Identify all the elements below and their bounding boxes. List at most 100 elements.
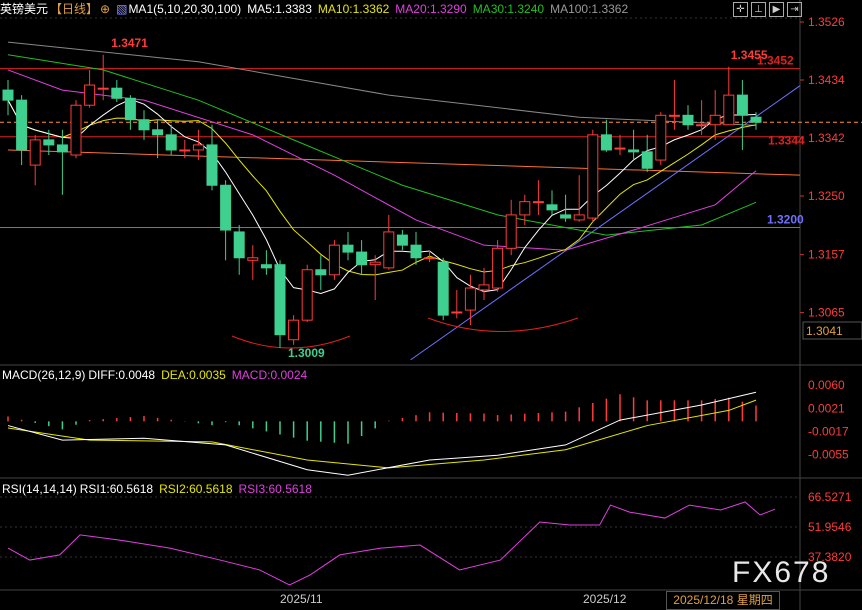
price-tick-label: 1.3250 [808,189,845,203]
candle [546,190,558,215]
candle-body [124,97,136,121]
candle-body [288,319,300,341]
candle [383,214,395,270]
toolbar: ✛ ⊥ ▶ ⇥ [733,2,802,17]
macd-dea: DEA:0.0035 [161,368,226,382]
candle [696,100,708,135]
candle-body [641,151,653,169]
rsi-tick-label: 66.5271 [808,490,852,504]
candle [437,257,449,321]
candle [573,175,585,222]
candle [124,95,136,130]
price-annotation: 1.3455 [731,48,768,62]
candle [668,79,680,130]
chart-header: 英镑美元 【日线】 ⊕ ▧MA1(5,10,20,30,100) MA5:1.3383 M… [0,0,634,18]
candle [709,90,721,140]
price-tick-label: 1.3434 [808,73,845,87]
candle-body [192,144,204,151]
candle-body [668,114,680,117]
sloped-line [7,149,801,176]
candle-body [220,184,232,231]
macd-diff: DIFF:0.0048 [88,368,156,382]
candle [750,112,762,130]
price-tick-label: 1.3065 [808,306,845,320]
candle-body [233,231,245,259]
candle [260,250,272,275]
candle [220,180,232,261]
candle-body [505,214,517,249]
period-label[interactable]: 【日线】 [50,2,99,16]
candle-body [600,134,612,151]
candle-body [546,204,558,211]
rsi-title: RSI(14,14,14) [2,482,77,496]
candle [179,139,191,159]
candle-body [464,287,476,311]
candle [328,240,340,280]
macd-tick-label: 0.0021 [808,402,845,416]
price-annotation: 1.3471 [111,36,148,50]
candle [315,255,327,290]
candle-body [260,264,272,269]
candle [111,79,123,103]
pattern-arc [427,317,579,332]
candle-body [709,114,721,126]
candle [70,100,82,159]
candle [492,240,504,292]
candle-body [478,284,490,291]
candle-body [356,251,368,266]
candle-body [2,89,14,101]
candle [723,66,735,126]
candle [97,54,109,101]
candle [43,129,55,156]
candle-body [16,99,28,151]
candle-body [70,104,82,156]
candle-body [723,94,735,126]
candle [600,119,612,152]
move-end-icon[interactable]: ⇥ [787,2,802,17]
candle [614,134,626,156]
candle-body [736,94,748,116]
current-price-label: 1.3041 [806,324,843,338]
candle [2,79,14,116]
ma20-value: MA20:1.3290 [395,2,467,16]
candle-body [315,269,327,276]
candle-body [437,261,449,316]
candle-body [29,139,41,166]
candle [165,124,177,156]
level-label: 1.3200 [767,213,804,227]
current-price-box [802,321,862,340]
symbol-name: 英镑美元 [0,2,49,16]
ma30-line [7,54,757,236]
rsi3-value: RSI3:60.5618 [238,482,312,496]
candle [206,124,218,191]
candle-body [519,201,531,216]
settings-icon[interactable]: ⊕ [100,2,111,16]
candle [587,129,599,222]
candle [356,240,368,275]
x-label-nov: 2025/11 [280,592,323,606]
zoom-range-icon[interactable]: ⊥ [751,2,766,17]
candle-body [138,119,150,131]
candle-body [301,269,313,321]
candle-body [342,244,354,253]
candle-body [532,201,544,204]
crosshair-icon[interactable]: ✛ [733,2,748,17]
candle-body [614,147,626,150]
candle [628,129,640,161]
candle [247,245,259,280]
indicator-icon[interactable]: ▧ [116,2,128,16]
candle-body [111,87,123,99]
candle-body [628,149,640,153]
candle [736,79,748,150]
candle [505,199,517,256]
play-icon[interactable]: ▶ [769,2,784,17]
candle [424,250,436,263]
candle-body [682,114,694,126]
candle-body [247,257,259,261]
ma100-value: MA100:1.3362 [550,2,629,16]
rsi1-value: RSI1:60.5618 [79,482,154,496]
candle-body [696,124,708,127]
macd-tick-label: -0.0055 [808,448,849,462]
candle-body [274,264,286,336]
